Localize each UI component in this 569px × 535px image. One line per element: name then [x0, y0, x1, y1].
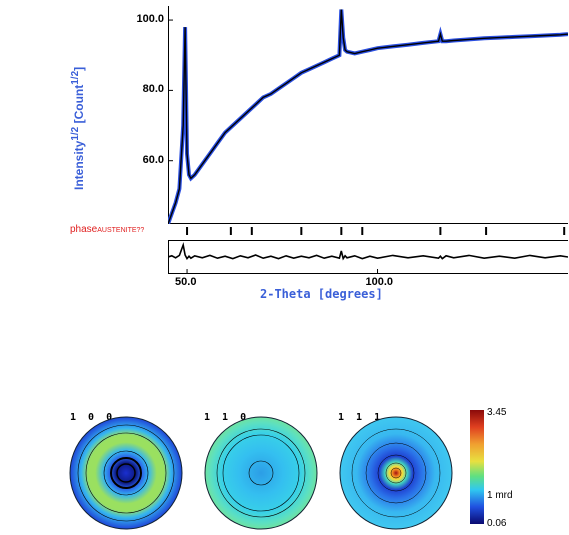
diffraction-plot-area — [168, 6, 568, 224]
pole-figure-100 — [69, 416, 183, 530]
pole-figures: 1 0 0 1 1 0 1 1 1 — [0, 400, 569, 535]
x-tick-label: 100.0 — [365, 276, 394, 288]
y-tick-label: 100.0 — [136, 13, 164, 26]
residual-plot — [168, 240, 568, 274]
y-tick-label: 60.0 — [142, 153, 164, 166]
y-tick-label: 80.0 — [142, 83, 164, 96]
pole-figure-label-100: 1 0 0 — [70, 412, 116, 423]
colorbar-min-label: 0.06 — [487, 518, 507, 529]
residual-series — [168, 242, 568, 261]
phase-label: phaseAUSTENITE?? — [70, 224, 145, 235]
pole-figure-110 — [204, 416, 318, 530]
peak-position-markers — [186, 227, 566, 235]
colorbar-max-label: 3.45 — [487, 407, 507, 418]
diffraction-plot: 60.0 80.0 100.0 Intensity1/2 [Count1/2] ph… — [70, 6, 568, 301]
x-axis-label: 2-Theta [degrees] — [260, 287, 383, 301]
x-tick-label: 50.0 — [175, 276, 197, 288]
pole-figure-label-110: 1 1 0 — [204, 412, 250, 423]
pole-figure-label-111: 1 1 1 — [338, 412, 384, 423]
y-axis-label: Intensity1/2 [Count1/2] — [70, 66, 86, 190]
observed-series — [168, 9, 568, 224]
colorbar-mid-label: 1 mrd — [487, 490, 513, 501]
pole-figures-svg — [69, 410, 484, 530]
fitted-series — [168, 9, 568, 224]
residual-axes — [168, 240, 568, 274]
colorbar — [470, 410, 484, 524]
pole-figure-111 — [339, 416, 453, 530]
